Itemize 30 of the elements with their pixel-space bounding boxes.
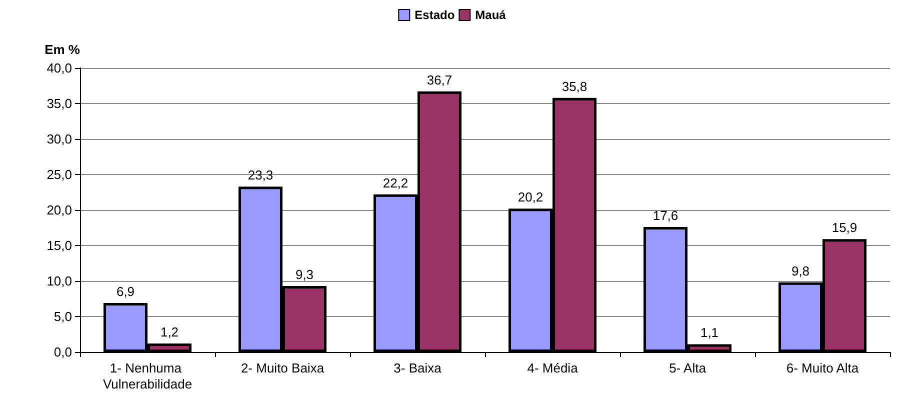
y-tick-label: 0,0 — [54, 344, 72, 360]
y-tick-label: 30,0 — [46, 132, 72, 146]
y-tick-label: 40,0 — [46, 60, 72, 76]
y-tick-label: 20,0 — [46, 202, 72, 218]
x-tick-label: 6- Muito Alta — [786, 360, 860, 376]
y-axis-title: Em % — [44, 42, 80, 57]
y-tick-label: 5,0 — [54, 309, 72, 324]
x-tick-label: 1- Nenhuma Vulnerabilidade — [102, 360, 192, 392]
legend-label: Mauá — [475, 8, 506, 22]
data-label: 1,1 — [700, 325, 719, 340]
x-tick-label: 4- Média — [527, 360, 579, 376]
data-label: 1,2 — [160, 324, 179, 340]
data-label: 35,8 — [562, 78, 588, 94]
data-label: 15,9 — [832, 220, 858, 236]
y-tick-label: 10,0 — [46, 274, 72, 288]
y-tick-label: 25,0 — [46, 167, 72, 182]
data-label: 9,8 — [791, 263, 810, 278]
data-label: 23,3 — [248, 168, 274, 183]
data-label: 36,7 — [426, 72, 452, 88]
legend-label: Estado — [414, 8, 455, 22]
data-label: 22,2 — [382, 175, 408, 190]
x-tick-label: 2- Muito Baixa — [240, 360, 325, 376]
data-label: 6,9 — [116, 284, 135, 300]
y-tick-label: 15,0 — [46, 238, 72, 253]
x-tick-label: 5- Alta — [669, 360, 707, 376]
data-label: 17,6 — [652, 208, 678, 224]
data-label: 20,2 — [518, 190, 544, 205]
x-tick-label: 3- Baixa — [394, 360, 442, 376]
data-label: 9,3 — [295, 266, 314, 282]
y-tick-label: 35,0 — [46, 96, 72, 111]
